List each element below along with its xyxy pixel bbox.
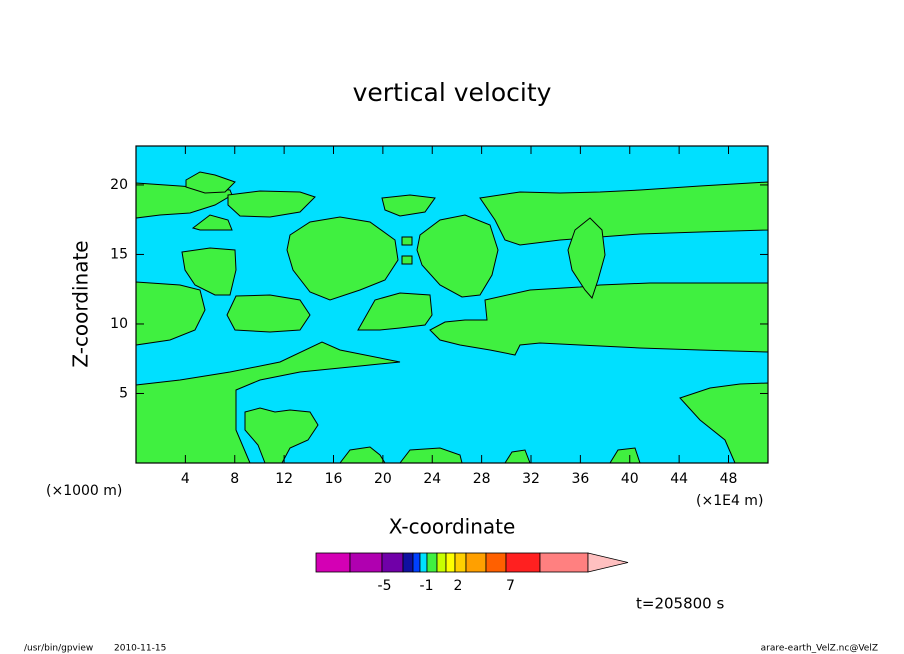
chart-title: vertical velocity bbox=[353, 78, 552, 107]
x-tick-label: 16 bbox=[325, 471, 343, 487]
x-unit-2: (×1E4 m) bbox=[696, 493, 763, 509]
x-tick-label: 8 bbox=[230, 471, 239, 487]
colorbar-segment bbox=[505, 552, 541, 573]
annotation: t=205800 s bbox=[636, 595, 724, 613]
x-tick-label: 24 bbox=[423, 471, 441, 487]
colorbar-tick-label: 2 bbox=[454, 578, 463, 594]
colorbar-segment bbox=[465, 552, 487, 573]
footer-right: arare-earth_VelZ.nc@VelZ bbox=[761, 644, 878, 654]
colorbar-tick-label: 7 bbox=[506, 578, 515, 594]
y-axis-label: Z-coordinate bbox=[69, 240, 93, 367]
x-tick-label: 20 bbox=[374, 471, 392, 487]
footer-left: /usr/bin/gpview bbox=[24, 644, 93, 654]
plot-frame bbox=[135, 145, 769, 464]
colorbar-segment bbox=[436, 552, 447, 573]
x-tick-label: 4 bbox=[181, 471, 190, 487]
x-tick-label: 36 bbox=[571, 471, 589, 487]
contour-regions bbox=[135, 171, 769, 464]
x-axis-label: X-coordinate bbox=[389, 515, 516, 539]
colorbar-segment bbox=[426, 552, 438, 573]
colorbar-segment bbox=[419, 552, 428, 573]
y-tick-label: 5 bbox=[119, 385, 128, 401]
colorbar-tick-label: -5 bbox=[378, 578, 392, 594]
x-tick-label: 40 bbox=[621, 471, 639, 487]
x-unit: (×1000 m) bbox=[46, 483, 122, 499]
y-tick-label: 15 bbox=[110, 246, 128, 262]
y-tick-label: 10 bbox=[110, 316, 128, 332]
colorbar-segment bbox=[539, 552, 589, 573]
colorbar-extend bbox=[587, 552, 629, 573]
colorbar-tick-label: -1 bbox=[420, 578, 434, 594]
x-tick-label: 44 bbox=[670, 471, 688, 487]
x-tick-label: 48 bbox=[720, 471, 738, 487]
colorbar-segment bbox=[454, 552, 467, 573]
x-tick-label: 28 bbox=[473, 471, 491, 487]
footer-date: 2010-11-15 bbox=[114, 644, 166, 654]
y-tick-label: 20 bbox=[110, 177, 128, 193]
colorbar-segment bbox=[445, 552, 456, 573]
colorbar: -5 -1 2 7 bbox=[315, 552, 629, 594]
colorbar-segment bbox=[402, 552, 414, 573]
colorbar-segment bbox=[485, 552, 507, 573]
colorbar-segment bbox=[315, 552, 351, 573]
colorbar-segment bbox=[381, 552, 404, 573]
x-tick-label: 32 bbox=[522, 471, 540, 487]
x-tick-label: 12 bbox=[275, 471, 293, 487]
colorbar-segment bbox=[412, 552, 421, 573]
colorbar-segment bbox=[349, 552, 383, 573]
